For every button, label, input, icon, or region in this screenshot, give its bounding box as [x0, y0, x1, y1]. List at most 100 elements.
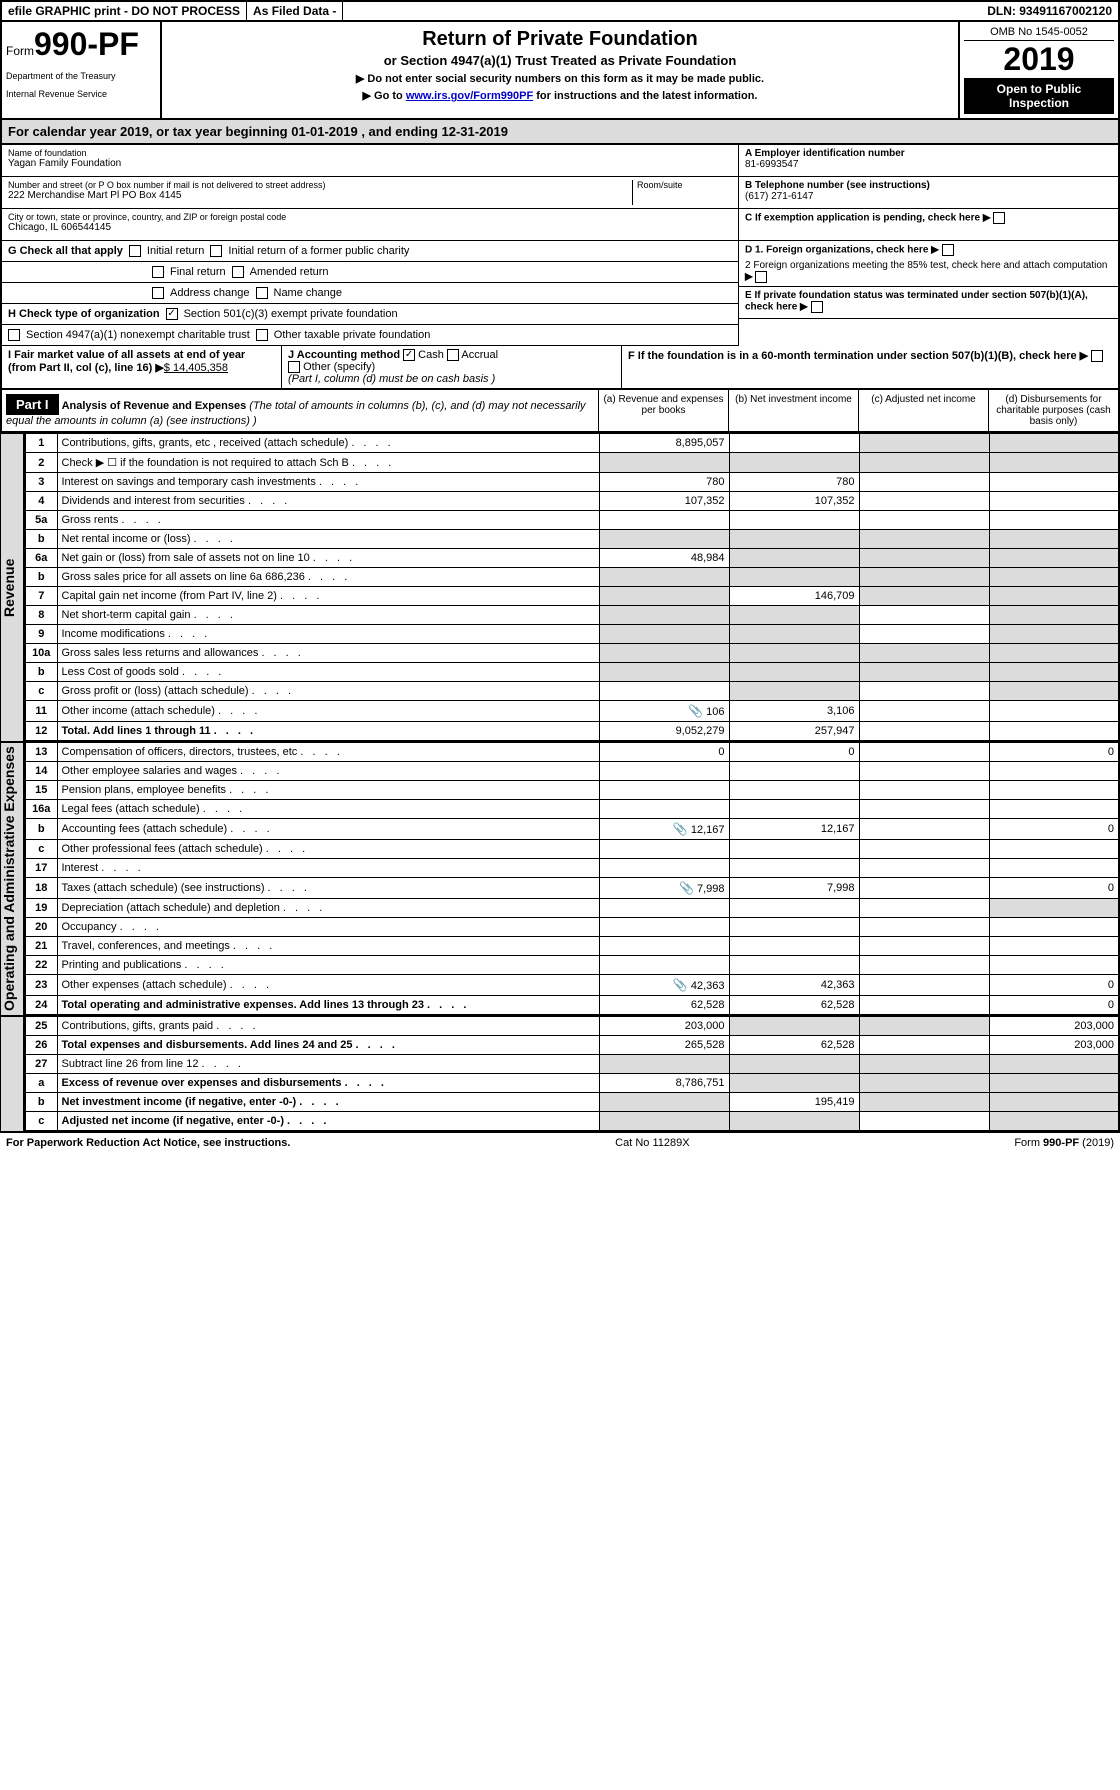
attachment-icon[interactable]: 📎 [673, 822, 688, 836]
col-a-value: 9,052,279 [599, 722, 729, 742]
foundation-city: Chicago, IL 606544145 [8, 222, 732, 233]
accrual-checkbox[interactable] [447, 349, 459, 361]
col-d-value [989, 800, 1119, 819]
attachment-icon[interactable]: 📎 [673, 978, 688, 992]
address-change-checkbox[interactable] [152, 287, 164, 299]
col-b-value [729, 453, 859, 473]
irs-link[interactable]: www.irs.gov/Form990PF [406, 90, 533, 102]
summary-side [0, 1016, 24, 1132]
table-row: 23Other expenses (attach schedule) . . .… [25, 975, 1119, 996]
attachment-icon[interactable]: 📎 [688, 704, 703, 718]
final-return-checkbox[interactable] [152, 266, 164, 278]
name-change-checkbox[interactable] [256, 287, 268, 299]
calendar-year-row: For calendar year 2019, or tax year begi… [0, 120, 1120, 145]
col-b-value: 3,106 [729, 701, 859, 722]
col-b-value [729, 918, 859, 937]
col-c-value [859, 644, 989, 663]
other-taxable-checkbox[interactable] [256, 329, 268, 341]
initial-former-checkbox[interactable] [210, 245, 222, 257]
col-d-value: 0 [989, 878, 1119, 899]
row-number: c [25, 1112, 57, 1132]
col-a-value [599, 587, 729, 606]
row-desc: Interest . . . . [57, 859, 599, 878]
col-b-value: 62,528 [729, 996, 859, 1016]
row-number: 27 [25, 1055, 57, 1074]
row-number: 18 [25, 878, 57, 899]
table-row: 27Subtract line 26 from line 12 . . . . [25, 1055, 1119, 1074]
expenses-table: 13Compensation of officers, directors, t… [24, 742, 1120, 1016]
h-row-2: Section 4947(a)(1) nonexempt charitable … [2, 325, 738, 346]
col-c-value [859, 1036, 989, 1055]
row-number: c [25, 840, 57, 859]
row-desc: Travel, conferences, and meetings . . . … [57, 937, 599, 956]
other-method-checkbox[interactable] [288, 361, 300, 373]
col-a-value [599, 1055, 729, 1074]
row-number: 22 [25, 956, 57, 975]
col-d-value [989, 587, 1119, 606]
f-checkbox[interactable] [1091, 350, 1103, 362]
dln: DLN: 93491167002120 [981, 2, 1118, 20]
col-d-value [989, 899, 1119, 918]
d2-checkbox[interactable] [755, 271, 767, 283]
row-number: 11 [25, 701, 57, 722]
col-c-value [859, 1093, 989, 1112]
col-d-value [989, 511, 1119, 530]
h-opt-2: Section 4947(a)(1) nonexempt charitable … [26, 329, 250, 341]
row-desc: Total. Add lines 1 through 11 . . . . [57, 722, 599, 742]
cash-checkbox[interactable] [403, 349, 415, 361]
col-c-value [859, 996, 989, 1016]
d2-label: 2 Foreign organizations meeting the 85% … [745, 260, 1107, 271]
row-desc: Other professional fees (attach schedule… [57, 840, 599, 859]
row-number: 21 [25, 937, 57, 956]
col-d-value [989, 859, 1119, 878]
d1-checkbox[interactable] [942, 244, 954, 256]
tel-row: B Telephone number (see instructions) (6… [739, 177, 1118, 209]
table-row: 17Interest . . . . [25, 859, 1119, 878]
col-b-value [729, 530, 859, 549]
row-desc: Total expenses and disbursements. Add li… [57, 1036, 599, 1055]
form-id-box: Form990-PF Department of the Treasury In… [2, 22, 162, 118]
col-a-value [599, 840, 729, 859]
col-b-value [729, 840, 859, 859]
501c3-checkbox[interactable] [166, 308, 178, 320]
col-b-value [729, 762, 859, 781]
col-b-value [729, 644, 859, 663]
row-desc: Capital gain net income (from Part IV, l… [57, 587, 599, 606]
col-b-value [729, 1017, 859, 1036]
arrow-icon: ▶ [1080, 350, 1088, 362]
col-b-value [729, 606, 859, 625]
d1-label: D 1. Foreign organizations, check here [745, 245, 928, 256]
form-note-1: ▶ Do not enter social security numbers o… [168, 72, 952, 85]
col-b-value [729, 800, 859, 819]
attachment-icon[interactable]: 📎 [679, 881, 694, 895]
tel-value: (617) 271-6147 [745, 191, 1112, 202]
col-b-value [729, 434, 859, 453]
col-d-value: 203,000 [989, 1017, 1119, 1036]
e-checkbox[interactable] [811, 301, 823, 313]
amended-return-checkbox[interactable] [232, 266, 244, 278]
form-note-2: ▶ Go to www.irs.gov/Form990PF for instru… [168, 89, 952, 102]
c-checkbox[interactable] [993, 212, 1005, 224]
col-a-value: 0 [599, 743, 729, 762]
row-number: 16a [25, 800, 57, 819]
table-row: 8Net short-term capital gain . . . . [25, 606, 1119, 625]
4947-checkbox[interactable] [8, 329, 20, 341]
initial-return-checkbox[interactable] [129, 245, 141, 257]
ein-label: A Employer identification number [745, 148, 1112, 159]
col-d-value [989, 1074, 1119, 1093]
col-c-value [859, 606, 989, 625]
table-row: bAccounting fees (attach schedule) . . .… [25, 819, 1119, 840]
table-row: 25Contributions, gifts, grants paid . . … [25, 1017, 1119, 1036]
row-number: b [25, 568, 57, 587]
row-desc: Dividends and interest from securities .… [57, 492, 599, 511]
col-a-value [599, 859, 729, 878]
foundation-address: 222 Merchandise Mart Pl PO Box 4145 [8, 190, 632, 201]
col-b-value [729, 937, 859, 956]
col-a-header: (a) Revenue and expenses per books [598, 390, 728, 431]
row-desc: Other income (attach schedule) . . . . [57, 701, 599, 722]
table-row: 24Total operating and administrative exp… [25, 996, 1119, 1016]
arrow-icon: ▶ [931, 245, 939, 256]
col-c-value [859, 511, 989, 530]
ein-row: A Employer identification number 81-6993… [739, 145, 1118, 177]
row-number: 20 [25, 918, 57, 937]
